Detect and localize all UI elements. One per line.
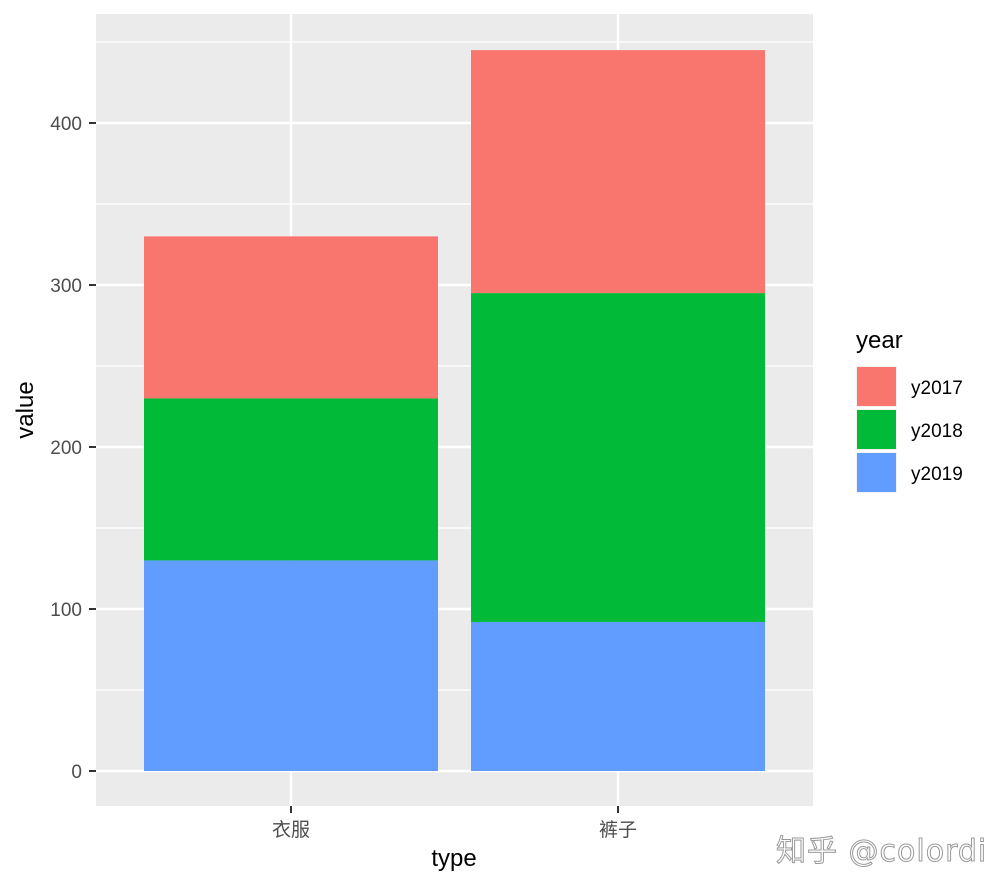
bars bbox=[144, 50, 765, 771]
bar-segment-y2017 bbox=[471, 50, 765, 294]
y-tick-label: 0 bbox=[71, 762, 82, 783]
legend-swatch-y2018 bbox=[857, 410, 896, 449]
bar-segment-y2019 bbox=[471, 621, 765, 771]
bar-segment-y2018 bbox=[144, 398, 438, 561]
x-tick-label: 裤子 bbox=[599, 819, 637, 841]
bar-segment-y2017 bbox=[144, 236, 438, 399]
watermark: 知乎 @colordi bbox=[775, 834, 988, 870]
legend-title: year bbox=[856, 327, 903, 354]
x-axis-title: type bbox=[431, 845, 476, 872]
legend-label: y2018 bbox=[911, 421, 963, 442]
y-axis-title: value bbox=[12, 381, 39, 438]
bar-segment-y2019 bbox=[144, 560, 438, 771]
legend-swatch-y2019 bbox=[857, 453, 896, 492]
y-tick-label: 300 bbox=[50, 276, 82, 297]
bar-segment-y2018 bbox=[471, 293, 765, 622]
legend-swatch-y2017 bbox=[857, 367, 896, 406]
legend: year y2017 y2018 y2019 bbox=[856, 327, 963, 493]
x-tick-label: 衣服 bbox=[272, 819, 310, 841]
legend-label: y2017 bbox=[911, 378, 963, 399]
y-tick-label: 400 bbox=[50, 114, 82, 135]
y-tick-label: 100 bbox=[50, 600, 82, 621]
y-axis: 0 100 200 300 400 bbox=[50, 114, 96, 783]
y-tick-label: 200 bbox=[50, 438, 82, 459]
x-axis: 衣服 裤子 bbox=[272, 806, 637, 841]
legend-label: y2019 bbox=[911, 464, 963, 485]
